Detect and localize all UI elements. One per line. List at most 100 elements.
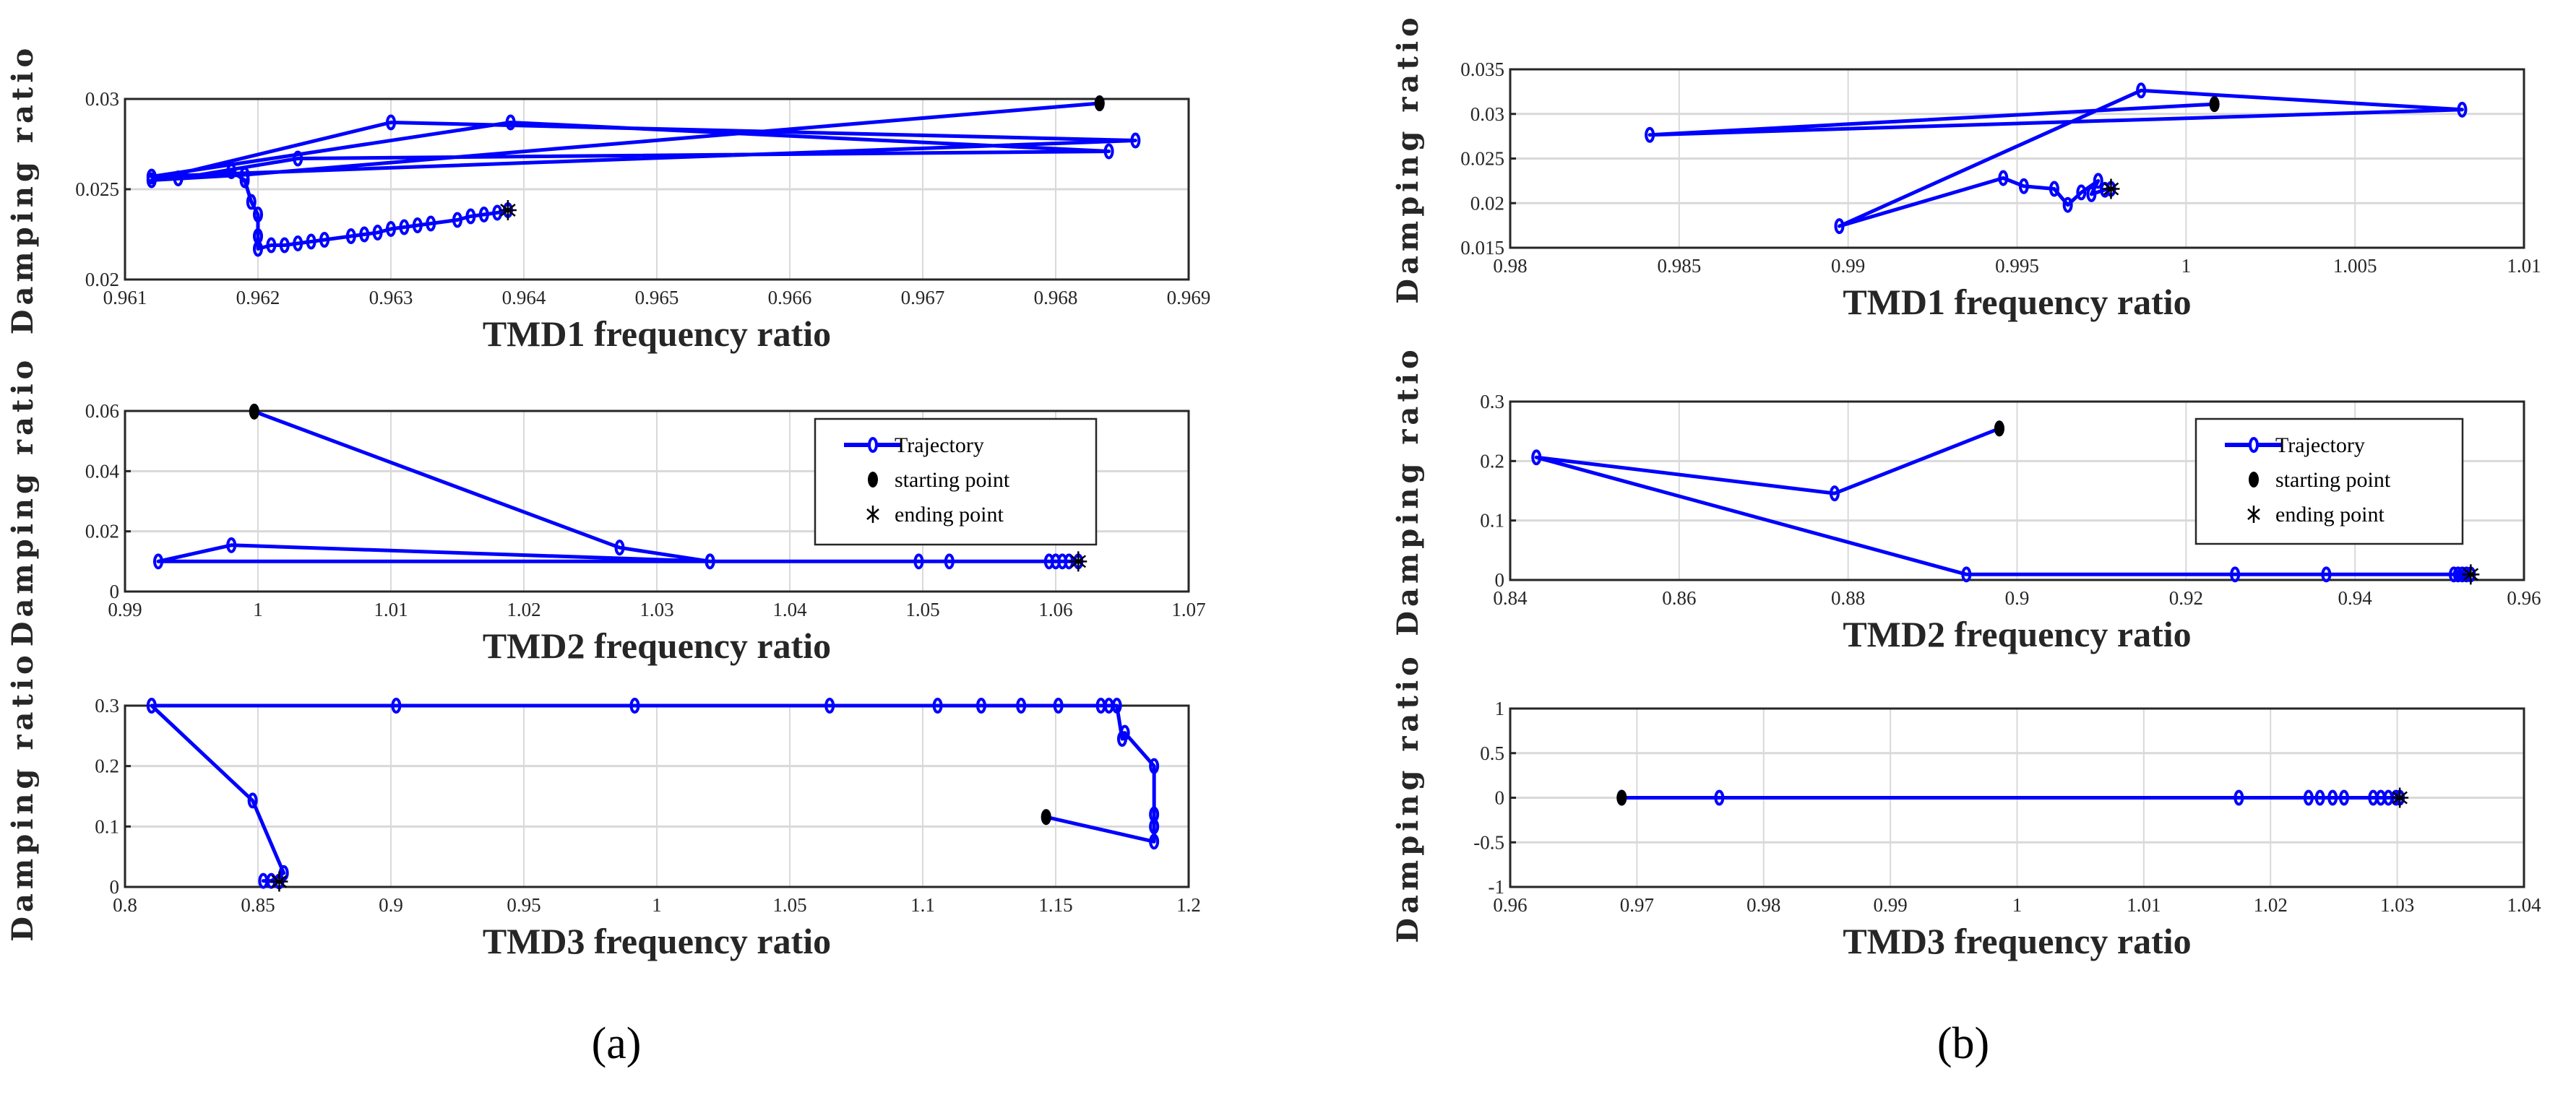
legend-label-trajectory: Trajectory [2275, 433, 2365, 457]
trajectory-point [1053, 698, 1064, 714]
x-tick-label: 0.995 [1995, 255, 2039, 277]
trajectory-point [146, 698, 157, 714]
legend: Trajectory starting point ending point [814, 417, 1098, 546]
x-tick-label: 0.962 [236, 287, 280, 308]
x-tick-label: 1.07 [1171, 599, 1205, 620]
ending-point-marker [1069, 551, 1087, 572]
trajectory-point [258, 872, 269, 889]
chart-a2: 0.99 1 1.01 1.02 1.03 1.04 1.05 1.06 1.07 0 0.02 0.… [6, 356, 1206, 666]
y-tick-label: 0.02 [1470, 192, 1504, 214]
y-tick-label: 0.025 [75, 178, 119, 200]
legend: Trajectory starting point ending point [2194, 417, 2464, 545]
y-tick-label: 0.2 [1480, 450, 1504, 472]
y-tick-label: 0.02 [85, 521, 119, 542]
trajectory-point [2049, 181, 2059, 197]
legend-label-trajectory: Trajectory [895, 433, 984, 457]
x-tick-label: 1.05 [772, 894, 806, 916]
trajectory-point [386, 114, 396, 131]
x-tick-label: 0.968 [1034, 287, 1078, 308]
x-tick-label: 0.964 [502, 287, 546, 308]
legend-end-icon [2247, 506, 2260, 523]
y-tick-label: 0.03 [1470, 103, 1504, 125]
trajectory-point [629, 698, 640, 714]
y-tick-label: 0.06 [85, 400, 119, 422]
trajectory-point [226, 537, 237, 553]
x-tick-label: 0.99 [1874, 894, 1908, 916]
ending-point-marker [2102, 178, 2120, 199]
x-tick-label: 0.967 [901, 287, 945, 308]
trajectory-point [1645, 126, 1655, 143]
trajectory-point [372, 225, 383, 241]
trajectory-point [824, 698, 835, 714]
starting-point-marker [249, 403, 259, 420]
x-tick-label: 0.966 [768, 287, 812, 308]
trajectory-point [2338, 789, 2349, 806]
trajectory-point [412, 217, 423, 233]
y-axis-label: Damping ratio [6, 44, 40, 334]
x-tick-label: 1.03 [2380, 894, 2414, 916]
axes-box [124, 98, 1190, 281]
x-tick-label: 1 [652, 894, 662, 916]
trajectory-point [246, 194, 257, 210]
x-tick-label: 0.99 [1831, 255, 1865, 277]
x-tick-label: 0.985 [1657, 255, 1701, 277]
trajectory-point [253, 207, 263, 222]
x-tick-label: 1.01 [374, 599, 408, 620]
y-axis-label: Damping ratio [6, 356, 40, 646]
axes-box [124, 410, 1190, 593]
trajectory-point [1095, 698, 1106, 714]
x-tick-label: 1.06 [1038, 599, 1072, 620]
legend-label-start: starting point [895, 468, 1010, 492]
x-tick-label: 0.9 [379, 894, 403, 916]
trajectory-point [2327, 789, 2338, 806]
y-tick-label: 0.03 [85, 88, 119, 110]
trajectory-point [359, 226, 370, 243]
y-tick-label: 0.1 [1480, 510, 1504, 532]
trajectory-point [386, 221, 396, 237]
x-tick-label: 1.02 [507, 599, 540, 620]
trajectory-point [1117, 731, 1127, 748]
y-tick-label: 0.5 [1480, 742, 1504, 764]
trajectory-point [1149, 758, 1160, 774]
trajectory-point [391, 698, 402, 714]
trajectory-point [2321, 566, 2332, 583]
y-tick-label: 1 [1495, 698, 1505, 719]
x-tick-label: 1.005 [2333, 255, 2377, 277]
x-tick-label: 1.04 [772, 599, 807, 620]
x-tick-label: 1.02 [2254, 894, 2288, 916]
y-tick-label: 0.015 [1460, 237, 1504, 259]
x-tick-label: 0.8 [113, 894, 137, 916]
x-tick-label: 0.969 [1167, 287, 1211, 308]
trajectory-point [146, 168, 157, 185]
trajectory-point [173, 170, 184, 186]
trajectory-line [1647, 88, 2464, 228]
trajectory-point [279, 237, 290, 254]
trajectory-point [345, 228, 356, 244]
x-tick-label: 0.98 [1746, 894, 1780, 916]
x-axis-label: TMD1 frequency ratio [483, 313, 831, 354]
trajectory-point [2076, 184, 2087, 201]
chart-a1: 0.961 0.962 0.963 0.964 0.965 0.966 0.967 0.968… [6, 44, 1210, 354]
legend-end-icon [866, 506, 879, 523]
y-tick-label: 0.02 [85, 269, 119, 290]
trajectory-point [705, 553, 715, 570]
x-tick-label: 1.1 [910, 894, 935, 916]
x-tick-label: 1.05 [905, 599, 939, 620]
trajectory-point [247, 792, 258, 809]
trajectory-point [1016, 698, 1027, 714]
x-axis-label: TMD3 frequency ratio [483, 921, 831, 961]
trajectory-point [2457, 101, 2468, 118]
chart-a3: 0.8 0.85 0.9 0.95 1 1.05 1.1 1.15 1.2 0 0.1 0.2 0.3 T… [6, 651, 1201, 961]
caption-b: (b) [1937, 1019, 1989, 1068]
trajectory-point [293, 150, 303, 167]
starting-point-marker [1041, 809, 1051, 826]
x-tick-label: 0.84 [1493, 587, 1528, 609]
trajectory-point [2314, 789, 2325, 806]
y-tick-label: 0.3 [1480, 391, 1504, 412]
trajectory-line [150, 703, 1156, 883]
trajectory-point [239, 172, 250, 189]
y-axis-label: Damping ratio [1391, 345, 1425, 636]
trajectory-point [1149, 806, 1160, 823]
x-tick-label: 1.01 [2127, 894, 2161, 916]
y-tick-label: -0.5 [1473, 831, 1504, 853]
